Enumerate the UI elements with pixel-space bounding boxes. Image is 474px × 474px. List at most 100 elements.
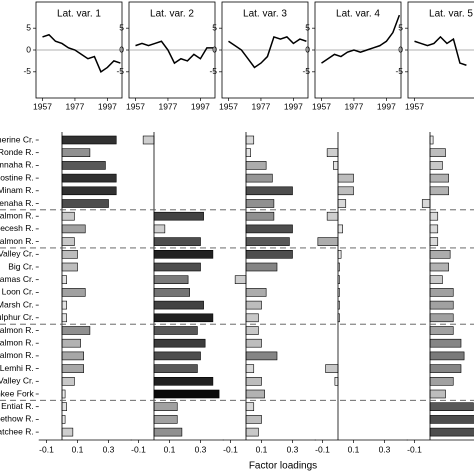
bar [429, 427, 474, 437]
y-tick-label: -5 [209, 66, 217, 76]
bar [429, 275, 443, 285]
bar [245, 351, 278, 361]
bar [245, 237, 290, 246]
category-label: Methow R. [0, 414, 34, 424]
series-line [135, 40, 214, 65]
x-axis-label: Factor loadings [249, 461, 317, 472]
bar [153, 300, 204, 310]
x-tick-label: -0.1 [407, 444, 422, 454]
bar [153, 288, 190, 297]
bar [61, 186, 117, 196]
bar [153, 224, 166, 234]
category-label: F Salmon R. [0, 236, 34, 246]
bar [61, 313, 67, 323]
x-tick-label: 0.1 [256, 444, 268, 454]
bar [245, 415, 262, 424]
x-tick-label: -0.1 [131, 444, 146, 454]
bar [153, 427, 183, 437]
y-tick-label: 5 [119, 22, 124, 32]
y-tick-label: 5 [26, 22, 31, 32]
x-tick-label: 0.3 [103, 444, 115, 454]
bar [245, 148, 251, 157]
category-label: Wenaha R. [0, 198, 34, 208]
bar [245, 364, 255, 373]
bar [245, 402, 255, 412]
bar [337, 186, 354, 196]
bar [429, 161, 443, 170]
y-tick-label: 5 [305, 22, 310, 32]
bar [429, 186, 449, 196]
x-tick-label: 0.3 [195, 444, 207, 454]
bar [153, 402, 178, 412]
bar [429, 402, 474, 412]
bar [337, 224, 343, 234]
bar [429, 338, 462, 348]
x-tick-label: 1997 [377, 101, 396, 111]
bar [153, 275, 189, 285]
y-tick-label: -5 [23, 66, 31, 76]
panel-title: Lat. var. 3 [243, 9, 287, 20]
bar [61, 211, 75, 221]
panel-title: Lat. var. 2 [150, 9, 194, 20]
series-line [42, 33, 121, 73]
bar [429, 415, 474, 424]
category-label: Imnaha R. [0, 160, 34, 170]
bar [245, 300, 262, 310]
category-label: Catherine Cr. [0, 134, 34, 144]
bar [153, 250, 214, 259]
y-tick-label: 0 [305, 44, 310, 54]
y-tick-label: 0 [119, 44, 124, 54]
bar [153, 415, 178, 424]
x-tick-label: 1977 [251, 101, 270, 111]
bar [245, 338, 262, 348]
y-tick-label: 0 [212, 44, 217, 54]
bar [429, 376, 454, 386]
bar [61, 275, 67, 285]
category-label: Yankee Fork [0, 388, 34, 398]
y-tick-label: 5 [398, 22, 403, 32]
y-tick-label: -5 [116, 66, 124, 76]
bar [326, 148, 339, 157]
bar [153, 211, 204, 221]
bar [153, 326, 198, 335]
y-tick-label: 0 [398, 44, 403, 54]
category-label: Lostine R. [0, 172, 34, 182]
bar [429, 389, 446, 399]
bar [245, 224, 293, 234]
bar [153, 351, 201, 361]
bar [153, 313, 214, 323]
x-tick-label: 1957 [219, 101, 238, 111]
bar [429, 135, 434, 145]
y-tick-label: -5 [395, 66, 403, 76]
bar [429, 313, 454, 323]
panel-title: Lat. var. 1 [57, 9, 101, 20]
category-label: F Salmon R. [0, 210, 34, 220]
bar [245, 186, 293, 196]
bar [142, 135, 155, 145]
x-tick-label: -0.1 [315, 444, 330, 454]
bar [334, 376, 339, 386]
bar [429, 211, 439, 221]
bar [326, 211, 339, 221]
bar [61, 427, 74, 437]
bar [245, 326, 259, 335]
bar [245, 211, 275, 221]
y-tick-label: 0 [26, 44, 31, 54]
category-label: G.Ronde R. [0, 147, 34, 157]
bar [429, 148, 446, 157]
bar [245, 250, 293, 259]
x-tick-label: 1977 [65, 101, 84, 111]
x-tick-label: 1957 [405, 101, 424, 111]
bar [61, 351, 85, 361]
bar [61, 402, 67, 412]
bar [429, 262, 449, 272]
category-label: w. Salmon R. [0, 325, 34, 335]
category-label: Valley Cr. [0, 376, 34, 386]
bar [245, 262, 278, 272]
bar [61, 300, 67, 310]
series-line [414, 35, 467, 66]
category-label: enatchee R. [0, 426, 34, 436]
bar [61, 326, 91, 335]
bar [333, 161, 339, 170]
